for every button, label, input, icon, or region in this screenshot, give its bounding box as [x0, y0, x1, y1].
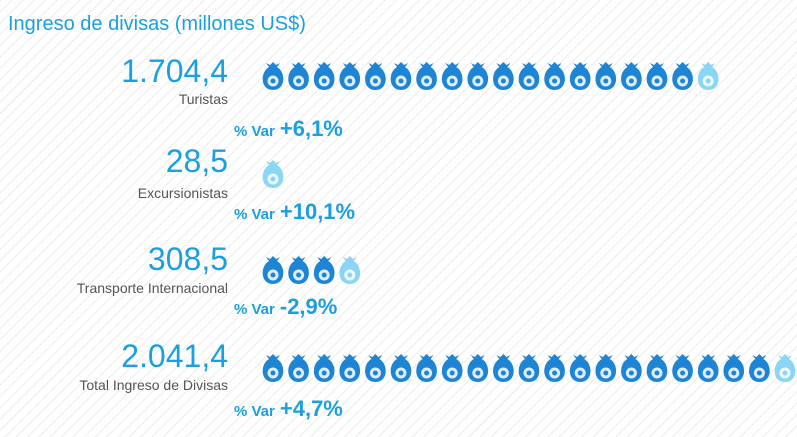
pictogram-row [262, 354, 796, 382]
change-label: % Var +10,1% [234, 199, 355, 224]
money-bag-coin-center [475, 370, 481, 376]
money-bag-coin-center [577, 78, 583, 84]
money-bag-coin-center [347, 370, 353, 376]
money-bag-coin-center [628, 370, 634, 376]
money-bag-coin-center [756, 370, 762, 376]
money-bag-coin-center [270, 78, 276, 84]
money-bag-coin-center [526, 370, 532, 376]
money-bag-coin-center [424, 78, 430, 84]
money-bag-coin-center [398, 78, 404, 84]
money-bag-coin-center [296, 78, 302, 84]
money-bag-coin-center [552, 370, 558, 376]
change-value: +6,1% [280, 116, 343, 141]
change-prefix: % Var [234, 206, 275, 223]
money-bag-coin-center [296, 370, 302, 376]
money-bag-coin-center [449, 370, 455, 376]
value-label: 1.704,4 [121, 53, 228, 89]
money-bag-coin-center [270, 370, 276, 376]
category-label: Total Ingreso de Divisas [79, 377, 228, 393]
money-bag-coin-center [475, 78, 481, 84]
money-bag-coin-center [296, 272, 302, 278]
money-bag-coin-center [680, 78, 686, 84]
money-bag-coin-center [654, 78, 660, 84]
change-label: % Var +4,7% [234, 396, 343, 421]
change-value: +10,1% [280, 199, 355, 224]
money-bag-coin-center [424, 370, 430, 376]
money-bag-coin-center [500, 78, 506, 84]
change-label: % Var +6,1% [234, 116, 343, 141]
money-bag-coin-center [628, 78, 634, 84]
money-bag-coin-center [654, 370, 660, 376]
money-bag-coin-center [372, 370, 378, 376]
change-prefix: % Var [234, 403, 275, 420]
money-bag-coin-center [552, 78, 558, 84]
money-bag-coin-center [321, 78, 327, 84]
money-bag-coin-center [526, 78, 532, 84]
money-bag-coin-center [705, 370, 711, 376]
money-bag-coin-center [449, 78, 455, 84]
change-value: +4,7% [280, 396, 343, 421]
pictogram-row [262, 256, 361, 284]
money-bag-coin-center [500, 370, 506, 376]
money-bag-coin-center [270, 176, 276, 182]
change-label: % Var -2,9% [234, 294, 337, 319]
value-label: 28,5 [166, 143, 228, 179]
change-prefix: % Var [234, 123, 275, 140]
pictogram-row [262, 62, 719, 90]
category-label: Turistas [179, 91, 228, 107]
category-label: Transporte Internacional [77, 280, 228, 296]
money-bag-coin-center [603, 370, 609, 376]
value-label: 2.041,4 [121, 338, 228, 374]
change-value: -2,9% [280, 294, 337, 319]
money-bag-coin-center [603, 78, 609, 84]
money-bag-coin-center [372, 78, 378, 84]
money-bag-coin-center [347, 272, 353, 278]
money-bag-coin-center [321, 272, 327, 278]
chart-title: Ingreso de divisas (millones US$) [8, 13, 306, 35]
money-bag-coin-center [321, 370, 327, 376]
category-label: Excursionistas [138, 185, 228, 201]
change-prefix: % Var [234, 301, 275, 318]
pictogram-row [262, 160, 284, 188]
money-bag-coin-center [680, 370, 686, 376]
money-bag-coin-center [731, 370, 737, 376]
money-bag-coin-center [705, 78, 711, 84]
value-label: 308,5 [148, 241, 228, 277]
money-bag-coin-center [347, 78, 353, 84]
money-bag-coin-center [577, 370, 583, 376]
money-bag-coin-center [398, 370, 404, 376]
money-bag-coin-center [782, 370, 788, 376]
money-bag-coin-center [270, 272, 276, 278]
